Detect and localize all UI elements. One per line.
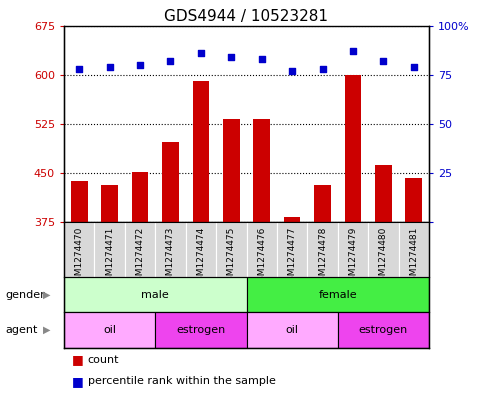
Point — [318, 66, 326, 72]
Point — [75, 66, 83, 72]
Text: GSM1274476: GSM1274476 — [257, 226, 266, 287]
Text: GSM1274472: GSM1274472 — [136, 226, 144, 287]
Text: ▶: ▶ — [43, 325, 51, 335]
Text: count: count — [88, 354, 119, 365]
Text: GSM1274470: GSM1274470 — [75, 226, 84, 287]
Text: ■: ■ — [71, 375, 83, 388]
Bar — [95, 222, 125, 277]
Point — [167, 58, 175, 64]
Point — [288, 68, 296, 74]
Text: gender: gender — [5, 290, 45, 300]
Bar — [246, 277, 429, 312]
Text: GSM1274477: GSM1274477 — [287, 226, 297, 287]
Text: GSM1274478: GSM1274478 — [318, 226, 327, 287]
Text: GSM1274480: GSM1274480 — [379, 226, 388, 287]
Text: agent: agent — [5, 325, 37, 335]
Bar — [132, 172, 148, 222]
Text: percentile rank within the sample: percentile rank within the sample — [88, 376, 276, 386]
Bar — [338, 222, 368, 277]
Bar — [368, 222, 398, 277]
Bar — [375, 165, 391, 222]
Bar — [155, 312, 246, 348]
Bar — [125, 222, 155, 277]
Text: ▶: ▶ — [43, 290, 51, 300]
Bar — [64, 312, 155, 348]
Bar — [193, 81, 209, 222]
Text: male: male — [141, 290, 169, 300]
Bar — [216, 222, 246, 277]
Bar — [186, 222, 216, 277]
Text: estrogen: estrogen — [176, 325, 225, 335]
Text: oil: oil — [285, 325, 299, 335]
Bar — [253, 119, 270, 222]
Bar — [284, 217, 300, 222]
Bar — [246, 312, 338, 348]
Bar — [102, 185, 118, 222]
Point — [380, 58, 387, 64]
Point — [349, 48, 357, 54]
Text: estrogen: estrogen — [359, 325, 408, 335]
Text: GSM1274475: GSM1274475 — [227, 226, 236, 287]
Text: GSM1274471: GSM1274471 — [105, 226, 114, 287]
Bar — [246, 222, 277, 277]
Point — [227, 54, 235, 60]
Text: female: female — [318, 290, 357, 300]
Text: GSM1274479: GSM1274479 — [349, 226, 357, 287]
Point — [410, 64, 418, 70]
Bar — [64, 222, 95, 277]
Bar — [277, 222, 307, 277]
Text: GSM1274481: GSM1274481 — [409, 226, 418, 287]
Bar — [155, 222, 186, 277]
Point — [106, 64, 113, 70]
Point — [197, 50, 205, 56]
Bar — [307, 222, 338, 277]
Bar — [162, 142, 179, 222]
Text: oil: oil — [103, 325, 116, 335]
Bar — [405, 178, 422, 222]
Text: ■: ■ — [71, 353, 83, 366]
Bar — [64, 277, 246, 312]
Bar — [398, 222, 429, 277]
Bar — [223, 119, 240, 222]
Bar — [338, 312, 429, 348]
Bar — [345, 75, 361, 222]
Text: GSM1274473: GSM1274473 — [166, 226, 175, 287]
Bar — [71, 182, 88, 222]
Text: GDS4944 / 10523281: GDS4944 / 10523281 — [165, 9, 328, 24]
Text: GSM1274474: GSM1274474 — [196, 226, 206, 287]
Bar — [314, 185, 331, 222]
Point — [136, 62, 144, 68]
Point — [258, 56, 266, 62]
